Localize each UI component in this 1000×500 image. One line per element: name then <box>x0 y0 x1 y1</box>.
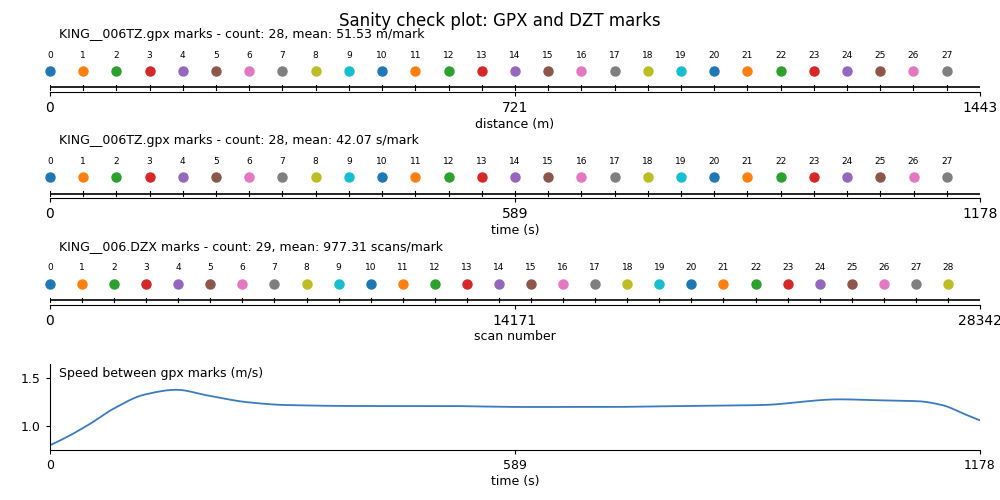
Text: 11: 11 <box>397 263 409 272</box>
Text: Sanity check plot: GPX and DZT marks: Sanity check plot: GPX and DZT marks <box>339 12 661 30</box>
Text: 0: 0 <box>47 263 53 272</box>
X-axis label: time (s): time (s) <box>491 475 539 488</box>
Text: 12: 12 <box>443 50 454 59</box>
Text: 18: 18 <box>642 157 654 166</box>
Text: 1: 1 <box>79 263 85 272</box>
Text: 14: 14 <box>493 263 505 272</box>
Text: 7: 7 <box>280 50 285 59</box>
Text: 19: 19 <box>675 157 687 166</box>
Text: 26: 26 <box>878 263 889 272</box>
Text: 19: 19 <box>654 263 665 272</box>
Text: 6: 6 <box>246 157 252 166</box>
Text: 3: 3 <box>147 50 153 59</box>
Text: 21: 21 <box>742 157 753 166</box>
Text: 7: 7 <box>272 263 277 272</box>
Text: 27: 27 <box>941 50 952 59</box>
Text: 15: 15 <box>542 50 554 59</box>
Text: 6: 6 <box>240 263 245 272</box>
Text: 19: 19 <box>675 50 687 59</box>
Text: 10: 10 <box>365 263 376 272</box>
Text: 3: 3 <box>147 157 153 166</box>
Text: 14: 14 <box>509 157 521 166</box>
Text: 25: 25 <box>875 50 886 59</box>
Text: 13: 13 <box>461 263 473 272</box>
Text: 0: 0 <box>47 157 53 166</box>
Text: 25: 25 <box>846 263 857 272</box>
Text: 16: 16 <box>576 50 587 59</box>
Text: 10: 10 <box>376 50 388 59</box>
Text: 20: 20 <box>709 157 720 166</box>
Text: 22: 22 <box>775 50 786 59</box>
Text: 20: 20 <box>709 50 720 59</box>
Text: 14: 14 <box>509 50 521 59</box>
Text: 6: 6 <box>246 50 252 59</box>
X-axis label: distance (m): distance (m) <box>475 118 555 130</box>
Text: 1: 1 <box>80 50 86 59</box>
Text: 2: 2 <box>114 157 119 166</box>
Text: 21: 21 <box>742 50 753 59</box>
Text: 28: 28 <box>942 263 954 272</box>
X-axis label: time (s): time (s) <box>491 224 539 237</box>
Text: 8: 8 <box>313 50 319 59</box>
Text: 22: 22 <box>775 157 786 166</box>
Text: 10: 10 <box>376 157 388 166</box>
Text: 20: 20 <box>686 263 697 272</box>
Text: 15: 15 <box>542 157 554 166</box>
Text: 7: 7 <box>280 157 285 166</box>
Text: 3: 3 <box>143 263 149 272</box>
Text: 17: 17 <box>609 50 620 59</box>
Text: 2: 2 <box>114 50 119 59</box>
Text: 24: 24 <box>814 263 825 272</box>
Text: 8: 8 <box>313 157 319 166</box>
Text: KING__006TZ.gpx marks - count: 28, mean: 51.53 m/mark: KING__006TZ.gpx marks - count: 28, mean:… <box>59 28 425 40</box>
Text: 24: 24 <box>841 50 853 59</box>
Text: Speed between gpx marks (m/s): Speed between gpx marks (m/s) <box>59 366 263 380</box>
Text: 23: 23 <box>782 263 793 272</box>
Text: 11: 11 <box>410 157 421 166</box>
Text: 12: 12 <box>443 157 454 166</box>
Text: 25: 25 <box>875 157 886 166</box>
Text: 4: 4 <box>175 263 181 272</box>
Text: 17: 17 <box>589 263 601 272</box>
Text: 27: 27 <box>910 263 922 272</box>
Text: 1: 1 <box>80 157 86 166</box>
Text: 9: 9 <box>346 50 352 59</box>
Text: 26: 26 <box>908 50 919 59</box>
Text: 8: 8 <box>304 263 309 272</box>
Text: 23: 23 <box>808 157 820 166</box>
Text: 13: 13 <box>476 50 487 59</box>
Text: 13: 13 <box>476 157 488 166</box>
Text: 21: 21 <box>718 263 729 272</box>
Text: 27: 27 <box>941 157 952 166</box>
Text: 9: 9 <box>336 263 341 272</box>
Text: KING__006TZ.gpx marks - count: 28, mean: 42.07 s/mark: KING__006TZ.gpx marks - count: 28, mean:… <box>59 134 419 147</box>
X-axis label: scan number: scan number <box>474 330 556 344</box>
Text: 5: 5 <box>213 50 219 59</box>
Text: 4: 4 <box>180 157 186 166</box>
Text: 16: 16 <box>557 263 569 272</box>
Text: 0: 0 <box>47 50 53 59</box>
Text: 11: 11 <box>410 50 421 59</box>
Text: 18: 18 <box>642 50 654 59</box>
Text: 9: 9 <box>346 157 352 166</box>
Text: 17: 17 <box>609 157 620 166</box>
Text: 15: 15 <box>525 263 537 272</box>
Text: 18: 18 <box>621 263 633 272</box>
Text: KING__006.DZX marks - count: 29, mean: 977.31 scans/mark: KING__006.DZX marks - count: 29, mean: 9… <box>59 240 443 254</box>
Text: 2: 2 <box>111 263 117 272</box>
Text: 12: 12 <box>429 263 441 272</box>
Text: 5: 5 <box>213 157 219 166</box>
Text: 5: 5 <box>207 263 213 272</box>
Text: 22: 22 <box>750 263 761 272</box>
Text: 16: 16 <box>576 157 587 166</box>
Text: 4: 4 <box>180 50 186 59</box>
Text: 24: 24 <box>841 157 853 166</box>
Text: 26: 26 <box>908 157 919 166</box>
Text: 23: 23 <box>808 50 820 59</box>
